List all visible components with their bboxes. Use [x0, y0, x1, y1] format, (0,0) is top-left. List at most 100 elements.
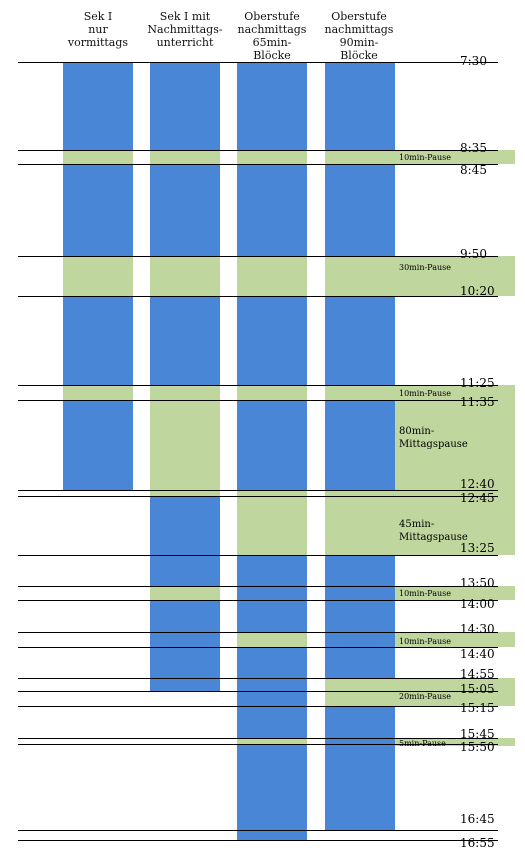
pause-band: [395, 385, 515, 400]
pause-block: [237, 632, 307, 647]
lesson-block: [325, 62, 395, 150]
pause-block: [325, 490, 395, 555]
pause-label: 45min-Mittagspause: [399, 519, 468, 543]
pause-label: 10min-Pause: [399, 589, 451, 598]
time-label: 15:45: [460, 727, 495, 741]
pause-band: [395, 632, 515, 647]
pause-label: 20min-Pause: [399, 692, 451, 701]
column-header-line: Sek I mit: [159, 10, 211, 23]
time-label: 11:35: [460, 395, 495, 409]
time-line: [18, 738, 498, 739]
time-line: [18, 678, 498, 679]
pause-label: 10min-Pause: [399, 637, 451, 646]
pause-block: [325, 678, 395, 706]
time-label: 12:40: [460, 477, 495, 491]
pause-band: [395, 738, 515, 746]
time-label: 12:45: [460, 491, 495, 505]
pause-block: [237, 490, 307, 555]
column-header-line: 65min-: [252, 36, 292, 49]
lesson-block: [237, 164, 307, 256]
pause-band: [395, 150, 515, 164]
pause-block: [237, 738, 307, 744]
pause-block: [237, 385, 307, 400]
lesson-block: [150, 62, 220, 150]
time-label: 8:45: [460, 163, 487, 177]
column-header-oberstufe-65: Oberstufe nachmittags 65min- Blöcke: [227, 10, 317, 62]
pause-block: [63, 385, 133, 400]
pause-band: [395, 256, 515, 296]
pause-label: 10min-Pause: [399, 389, 451, 398]
lesson-block: [237, 647, 307, 738]
pause-block: [150, 586, 220, 600]
column-header-line: Sek I: [83, 10, 113, 23]
lesson-block: [325, 296, 395, 385]
time-line: [18, 706, 498, 707]
column-header-line: Blöcke: [253, 49, 291, 62]
pause-band: [395, 678, 515, 706]
lesson-block: [63, 62, 133, 150]
lesson-block: [325, 706, 395, 830]
time-line: [18, 400, 498, 401]
pause-block: [237, 150, 307, 164]
time-label: 11:25: [460, 376, 495, 390]
pause-block: [237, 256, 307, 296]
time-line: [18, 256, 498, 257]
time-line: [18, 164, 498, 165]
column-header-oberstufe-90: Oberstufe nachmittags 90min- Blöcke: [314, 10, 404, 62]
pause-block: [63, 256, 133, 296]
pause-band: [395, 586, 515, 600]
column-header-line: nachmittags: [237, 23, 307, 36]
pause-block: [150, 385, 220, 496]
time-label: 16:55: [460, 836, 495, 850]
time-label: 10:20: [460, 284, 495, 298]
time-line: [18, 600, 498, 601]
lesson-block: [325, 164, 395, 256]
time-line: [18, 840, 498, 841]
lesson-block: [237, 744, 307, 840]
time-label: 14:55: [460, 667, 495, 681]
time-label: 14:00: [460, 597, 495, 611]
pause-label: 5min-Pause: [399, 739, 446, 749]
time-label: 9:50: [460, 247, 487, 261]
time-label: 13:25: [460, 541, 495, 555]
lesson-block: [150, 496, 220, 586]
lesson-block: [63, 164, 133, 256]
time-line: [18, 496, 498, 497]
pause-block: [63, 150, 133, 164]
time-label: 15:05: [460, 682, 495, 696]
time-line: [18, 647, 498, 648]
column-header-line: Oberstufe: [331, 10, 387, 23]
pause-block: [150, 256, 220, 296]
pause-label: 30min-Pause: [399, 263, 451, 272]
column-header-line: 90min-: [339, 36, 379, 49]
lesson-block: [237, 62, 307, 150]
pause-block: [325, 256, 395, 296]
pause-label: 10min-Pause: [399, 153, 451, 162]
time-line: [18, 490, 498, 491]
time-line: [18, 691, 498, 692]
lesson-block: [237, 555, 307, 632]
pause-block: [325, 385, 395, 400]
time-label: 13:50: [460, 576, 495, 590]
lesson-block: [325, 555, 395, 678]
column-header-line: Oberstufe: [244, 10, 300, 23]
time-line: [18, 555, 498, 556]
column-header-line: Nachmittags-: [147, 23, 223, 36]
lesson-block: [237, 296, 307, 385]
lesson-block: [150, 600, 220, 691]
time-label: 14:30: [460, 622, 495, 636]
lesson-block: [150, 164, 220, 256]
time-label: 16:45: [460, 812, 495, 826]
column-header-sek1-nachmittags: Sek I mit Nachmittags- unterricht: [140, 10, 230, 49]
time-line: [18, 744, 498, 745]
column-header-line: vormittags: [67, 36, 129, 49]
column-header-line: Blöcke: [340, 49, 378, 62]
column-header-line: nur: [88, 23, 108, 36]
time-label: 15:15: [460, 701, 495, 715]
pause-label: 80min-Mittagspause: [399, 426, 468, 450]
lesson-block: [325, 400, 395, 490]
column-header-line: unterricht: [156, 36, 214, 49]
lesson-block: [63, 296, 133, 385]
pause-band: [395, 400, 515, 496]
